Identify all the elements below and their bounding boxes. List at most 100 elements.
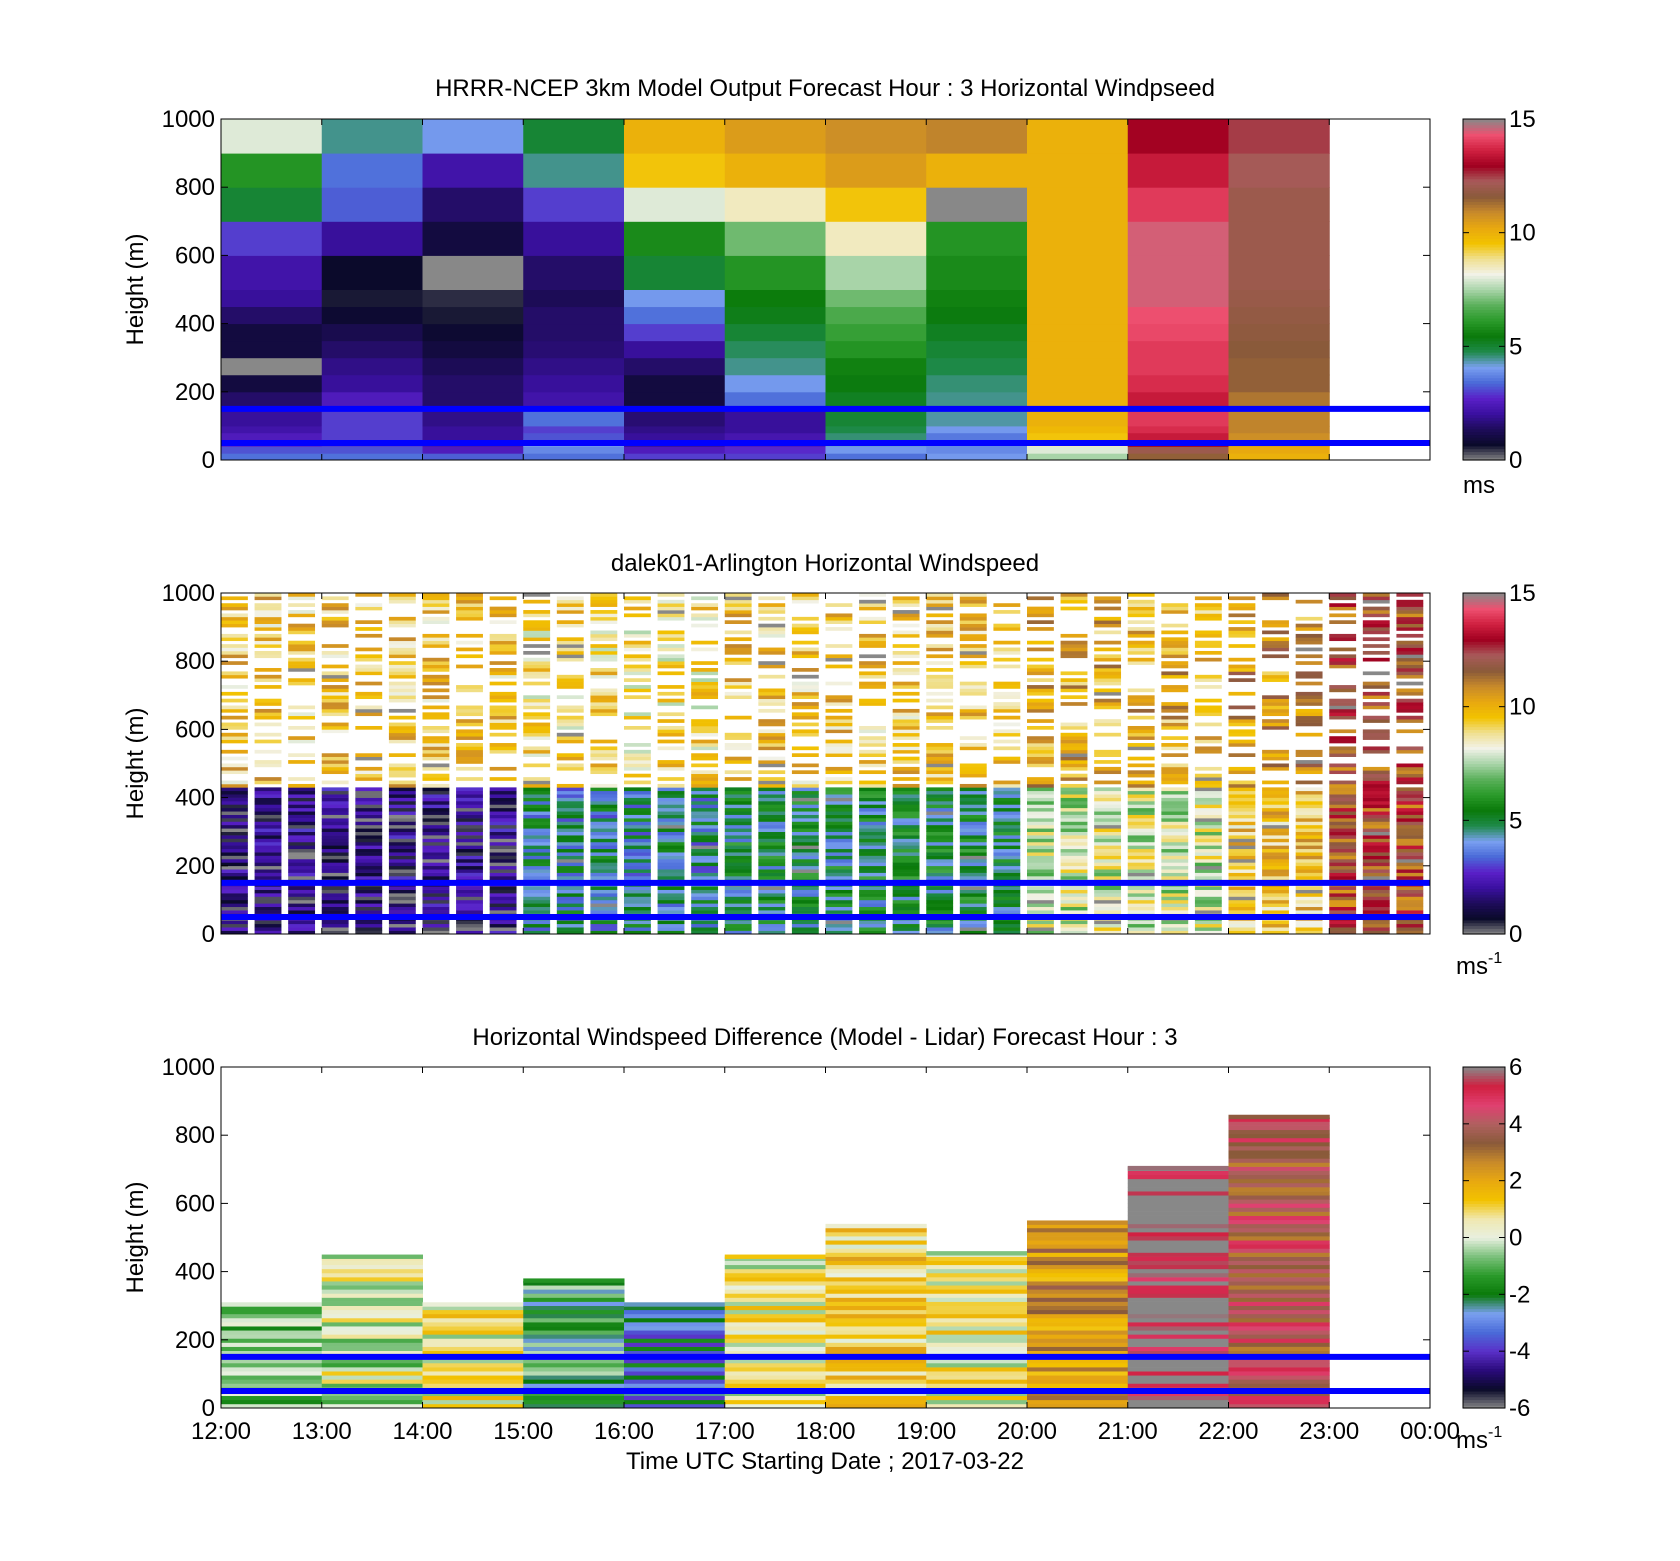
heatmap-cell [825,1322,927,1327]
heatmap-cell [859,661,886,665]
heatmap-cell [355,920,383,925]
heatmap-cell [1194,708,1222,713]
heatmap-cell [388,654,416,659]
heatmap-cell [388,668,416,672]
heatmap-cell [1127,848,1155,853]
heatmap-cell [1161,644,1189,648]
heatmap-cell [1027,845,1054,850]
heatmap-cell [221,725,248,730]
heatmap-cell [1194,712,1222,717]
heatmap-cell [456,610,483,614]
heatmap-cell [1127,255,1229,290]
heatmap-cell [355,756,383,761]
heatmap-cell [288,876,316,880]
colorbar-swatch [1463,1285,1505,1290]
heatmap-cell [388,930,416,934]
colorbar-swatch [1463,278,1505,282]
heatmap-cell [422,187,524,222]
panel-diff-heatmap [221,1114,1330,1408]
heatmap-cell [1329,852,1357,856]
heatmap-cell [1396,691,1424,696]
heatmap-cell [926,647,954,652]
heatmap-cell [1396,777,1424,781]
heatmap-cell [221,903,248,908]
heatmap-cell [1329,770,1357,775]
heatmap-cell [1127,1272,1229,1278]
heatmap-cell [1362,705,1390,710]
heatmap-cell [1127,862,1155,867]
colorbar-swatch [1463,686,1505,691]
x-tick-label: 20:00 [997,1418,1057,1445]
heatmap-cell [959,801,987,805]
heatmap-cell [221,780,248,785]
heatmap-cell [892,743,920,747]
heatmap-cell [1228,603,1256,607]
heatmap-cell [1060,777,1088,781]
heatmap-cell [321,831,349,836]
heatmap-cell [1228,818,1256,822]
heatmap-cell [1060,753,1088,757]
heatmap-cell [489,848,517,853]
heatmap-cell [1060,671,1088,676]
heatmap-cell [1127,1256,1229,1261]
heatmap-cell [791,886,819,890]
heatmap-cell [456,722,483,727]
colorbar-swatch [1463,190,1505,194]
heatmap-cell [355,872,383,877]
heatmap-cell [724,255,826,290]
heatmap-cell [1027,1342,1129,1347]
heatmap-cell [1161,824,1189,829]
heatmap-cell [1127,603,1155,607]
heatmap-cell [1127,797,1155,802]
heatmap-cell [523,893,551,897]
heatmap-cell [590,644,618,648]
colorbar-swatch [1463,641,1505,645]
heatmap-cell [1396,807,1424,812]
heatmap-cell [1060,606,1088,611]
heatmap-cell [657,685,685,689]
heatmap-cell [221,804,248,809]
heatmap-cell [993,845,1021,850]
heatmap-cell [926,681,954,686]
heatmap-cell [1094,787,1122,792]
heatmap-cell [1295,797,1323,802]
heatmap-cell [791,794,819,798]
heatmap-cell [1362,903,1390,908]
y-tick-label: 400 [175,311,215,338]
heatmap-cell [355,603,383,607]
heatmap-cell [926,446,1028,454]
heatmap-cell [355,923,383,928]
heatmap-cell [523,1375,625,1380]
colorbar-swatch [1463,1084,1505,1088]
heatmap-cell [422,739,450,744]
heatmap-cell [1060,801,1088,805]
heatmap-cell [657,811,685,815]
heatmap-cell [254,858,282,863]
heatmap-cell [489,668,517,672]
heatmap-cell [221,797,248,802]
heatmap-cell [254,749,282,754]
heatmap-cell [1094,705,1122,710]
heatmap-cell [321,221,423,256]
heatmap-cell [657,930,685,934]
heatmap-cell [691,695,719,700]
heatmap-cell [590,698,618,703]
heatmap-cell [724,1367,826,1372]
colorbar-swatch [1463,1197,1505,1202]
heatmap-cell [489,661,517,665]
heatmap-cell [1094,630,1122,635]
heatmap-cell [1396,824,1424,829]
heatmap-cell [321,821,349,826]
heatmap-cell [724,865,752,870]
heatmap-cell [1060,838,1088,843]
heatmap-cell [758,616,786,621]
heatmap-cell [355,845,383,850]
heatmap-cell [825,920,853,925]
heatmap-cell [556,650,584,655]
heatmap-cell [221,1383,323,1388]
colorbar-swatch [1463,1237,1505,1241]
colorbar-swatch [1463,221,1505,225]
heatmap-cell [1262,753,1289,757]
heatmap-cell [221,221,323,256]
heatmap-cell [1194,920,1222,925]
